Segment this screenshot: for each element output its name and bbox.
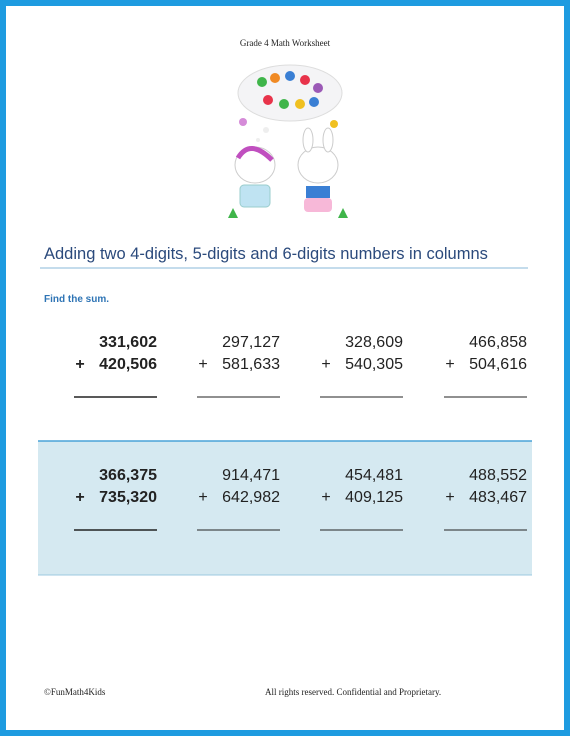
header-title: Grade 4 Math Worksheet bbox=[240, 38, 331, 48]
illustration bbox=[228, 64, 348, 218]
operator: + bbox=[321, 356, 330, 373]
addend-top: 331,602 bbox=[99, 334, 157, 351]
operator: + bbox=[198, 489, 207, 506]
row-background bbox=[38, 441, 532, 575]
operator: + bbox=[198, 356, 207, 373]
addend-top: 914,471 bbox=[222, 467, 280, 484]
footer-right: All rights reserved. Confidential and Pr… bbox=[265, 687, 441, 697]
addend-top: 488,552 bbox=[469, 467, 527, 484]
addend-top: 454,481 bbox=[345, 467, 403, 484]
addend-bottom: 504,616 bbox=[469, 356, 527, 373]
addend-bottom: 735,320 bbox=[99, 489, 157, 506]
addend-top: 328,609 bbox=[345, 334, 403, 351]
operator: + bbox=[445, 356, 454, 373]
addend-bottom: 581,633 bbox=[222, 356, 280, 373]
worksheet-title: Adding two 4-digits, 5-digits and 6-digi… bbox=[44, 245, 488, 263]
footer-left: ©FunMath4Kids bbox=[44, 687, 106, 697]
operator: + bbox=[75, 489, 84, 506]
addend-bottom: 642,982 bbox=[222, 489, 280, 506]
addend-bottom: 420,506 bbox=[99, 356, 157, 373]
addend-top: 297,127 bbox=[222, 334, 280, 351]
addend-top: 466,858 bbox=[469, 334, 527, 351]
addend-bottom: 409,125 bbox=[345, 489, 403, 506]
operator: + bbox=[445, 489, 454, 506]
instruction: Find the sum. bbox=[44, 294, 109, 305]
operator: + bbox=[75, 356, 84, 373]
addend-bottom: 540,305 bbox=[345, 356, 403, 373]
addend-top: 366,375 bbox=[99, 467, 157, 484]
operator: + bbox=[321, 489, 330, 506]
addend-bottom: 483,467 bbox=[469, 489, 527, 506]
